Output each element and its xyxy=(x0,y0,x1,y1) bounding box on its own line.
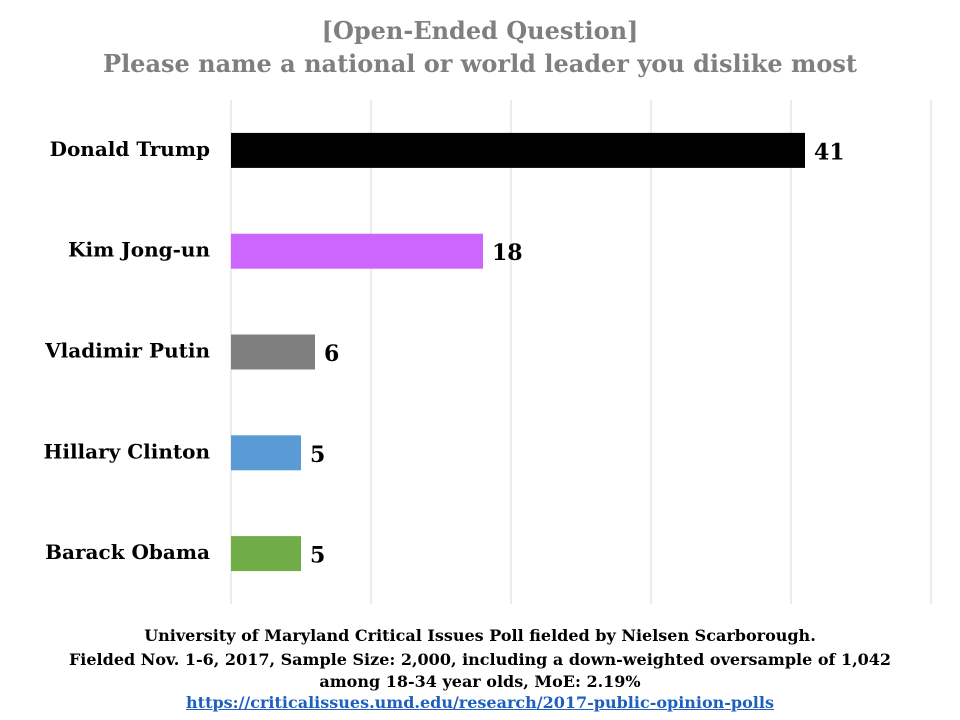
bar xyxy=(231,233,483,269)
bar xyxy=(231,435,301,471)
source-link[interactable]: https://criticalissues.umd.edu/research/… xyxy=(186,693,774,712)
category-label: Vladimir Putin xyxy=(44,339,210,363)
bar xyxy=(231,536,301,572)
bar xyxy=(231,132,805,168)
source-note-line1: University of Maryland Critical Issues P… xyxy=(144,626,816,645)
category-label: Donald Trump xyxy=(50,137,210,161)
data-label: 41 xyxy=(814,139,845,165)
bar xyxy=(231,334,315,370)
category-label: Kim Jong-un xyxy=(68,238,210,262)
category-label: Barack Obama xyxy=(45,540,210,564)
data-label: 5 xyxy=(310,442,325,468)
data-label: 18 xyxy=(492,240,523,266)
data-label: 6 xyxy=(324,341,339,367)
source-note-line3: among 18-34 year olds, MoE: 2.19% xyxy=(319,672,641,691)
data-label: 5 xyxy=(310,543,325,569)
category-label: Hillary Clinton xyxy=(43,439,210,463)
source-note-line2: Fielded Nov. 1-6, 2017, Sample Size: 2,0… xyxy=(68,650,892,669)
chart-title: [Open-Ended Question] xyxy=(321,16,639,45)
chart-subtitle: Please name a national or world leader y… xyxy=(103,49,857,78)
